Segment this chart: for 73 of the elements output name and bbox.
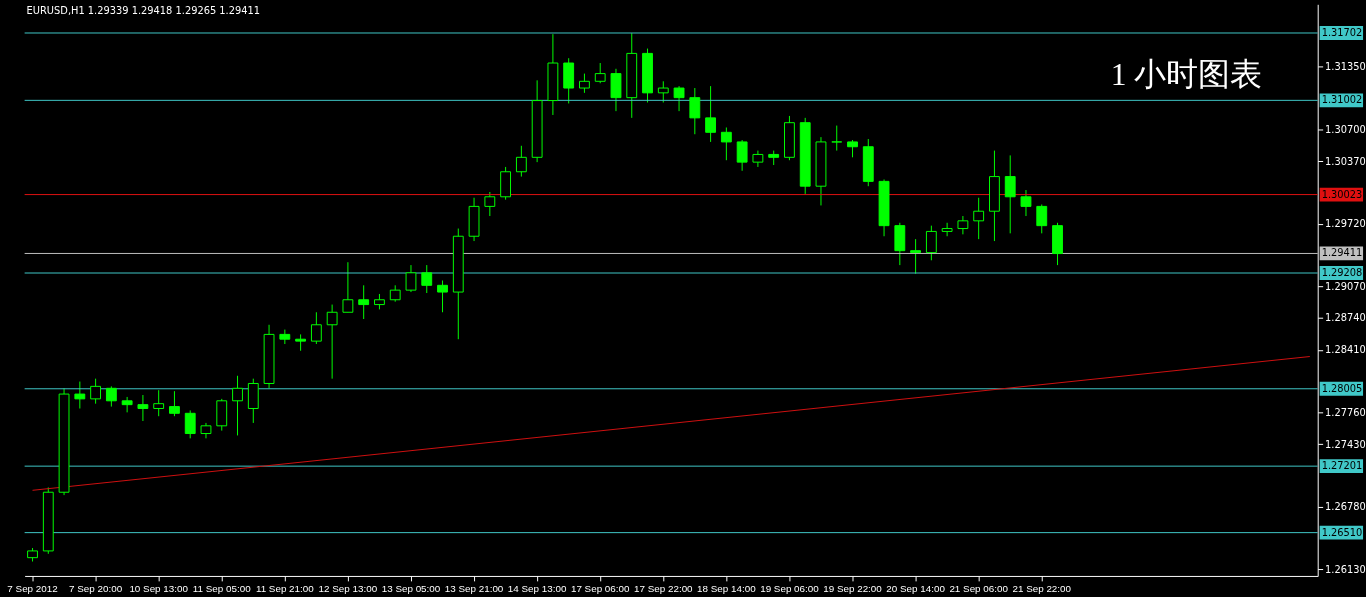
y-tick-label: 1.27430 [1325,438,1366,450]
x-tick-label: 10 Sep 13:00 [129,583,189,595]
candlestick [105,385,117,408]
candlestick [957,215,969,235]
candlestick [153,389,165,417]
y-tick-label: 1.27760 [1325,406,1366,418]
y-tick-label: 1.28740 [1325,312,1366,324]
x-tick-label: 11 Sep 05:00 [192,583,252,595]
candlestick [705,85,717,143]
ref-line-label: 1.26510 [1321,526,1363,538]
candlestick [1004,154,1016,234]
x-tick-label: 18 Sep 14:00 [697,583,757,595]
x-tick-label: 21 Sep 22:00 [1012,583,1072,595]
x-tick-label: 13 Sep 21:00 [444,583,504,595]
x-tick-label: 19 Sep 06:00 [760,583,820,595]
candlestick [405,264,417,293]
candlestick [594,62,606,84]
x-tick-label: 7 Sep 20:00 [69,583,123,595]
x-tick-label: 11 Sep 21:00 [255,583,315,595]
ref-line-label: 1.29411 [1321,247,1363,259]
chart-title: EURUSD,H1 1.29339 1.29418 1.29265 1.29411 [26,5,261,17]
candlestick [342,261,354,313]
candlestick [973,197,985,240]
candlestick [169,390,180,417]
ref-line-label: 1.28005 [1321,382,1363,394]
x-tick-label: 7 Sep 2012 [7,583,58,595]
candlestick [484,191,496,217]
y-tick-label: 1.29720 [1325,218,1366,230]
annotation: 1 小时图表 [1110,57,1263,93]
candlestick [941,222,953,237]
candlestick [720,126,732,161]
candlestick [673,85,685,112]
candlestick [421,264,433,294]
x-tick-label: 21 Sep 06:00 [949,583,1009,595]
candlestick [579,73,590,94]
candlestick [910,238,922,275]
ref-line-label: 1.31002 [1321,94,1363,106]
candlestick [1036,203,1048,234]
candlestick [326,304,338,380]
x-tick-label: 17 Sep 06:00 [570,583,631,595]
x-tick-label: 20 Sep 14:00 [886,583,946,595]
candlestick [310,311,322,345]
ref-line-label: 1.31702 [1321,26,1363,38]
y-tick-label: 1.26130 [1325,563,1366,575]
candlestick [657,80,669,103]
candlestick [137,394,149,422]
candlestick [90,378,102,405]
x-tick-label: 12 Sep 13:00 [318,583,378,595]
candlestick [736,139,748,172]
candlestick [925,225,937,261]
x-tick-label: 17 Sep 22:00 [634,583,694,595]
x-tick-label: 14 Sep 13:00 [507,583,567,595]
y-tick-label: 1.31350 [1325,61,1366,73]
candlestick [358,284,370,320]
y-tick-label: 1.30370 [1325,155,1366,167]
ref-line-label: 1.29208 [1321,266,1363,278]
y-tick-label: 1.28410 [1325,344,1366,356]
x-tick-label: 13 Sep 05:00 [381,583,441,595]
x-tick-label: 19 Sep 22:00 [823,583,883,595]
candlestick [74,381,86,409]
candlestick [232,375,243,436]
y-tick-label: 1.30700 [1325,123,1366,135]
candlestick [1020,189,1032,217]
ref-line-label: 1.27201 [1321,460,1363,472]
y-tick-label: 1.26780 [1325,501,1366,513]
candlestick [437,280,448,313]
y-tick-label: 1.29070 [1325,280,1366,292]
candlestick [689,87,701,135]
candlestick [515,145,527,178]
candlestick [121,396,133,413]
ref-line-label: 1.30023 [1321,188,1363,200]
candlestick [831,125,843,152]
candlestick [184,409,196,439]
